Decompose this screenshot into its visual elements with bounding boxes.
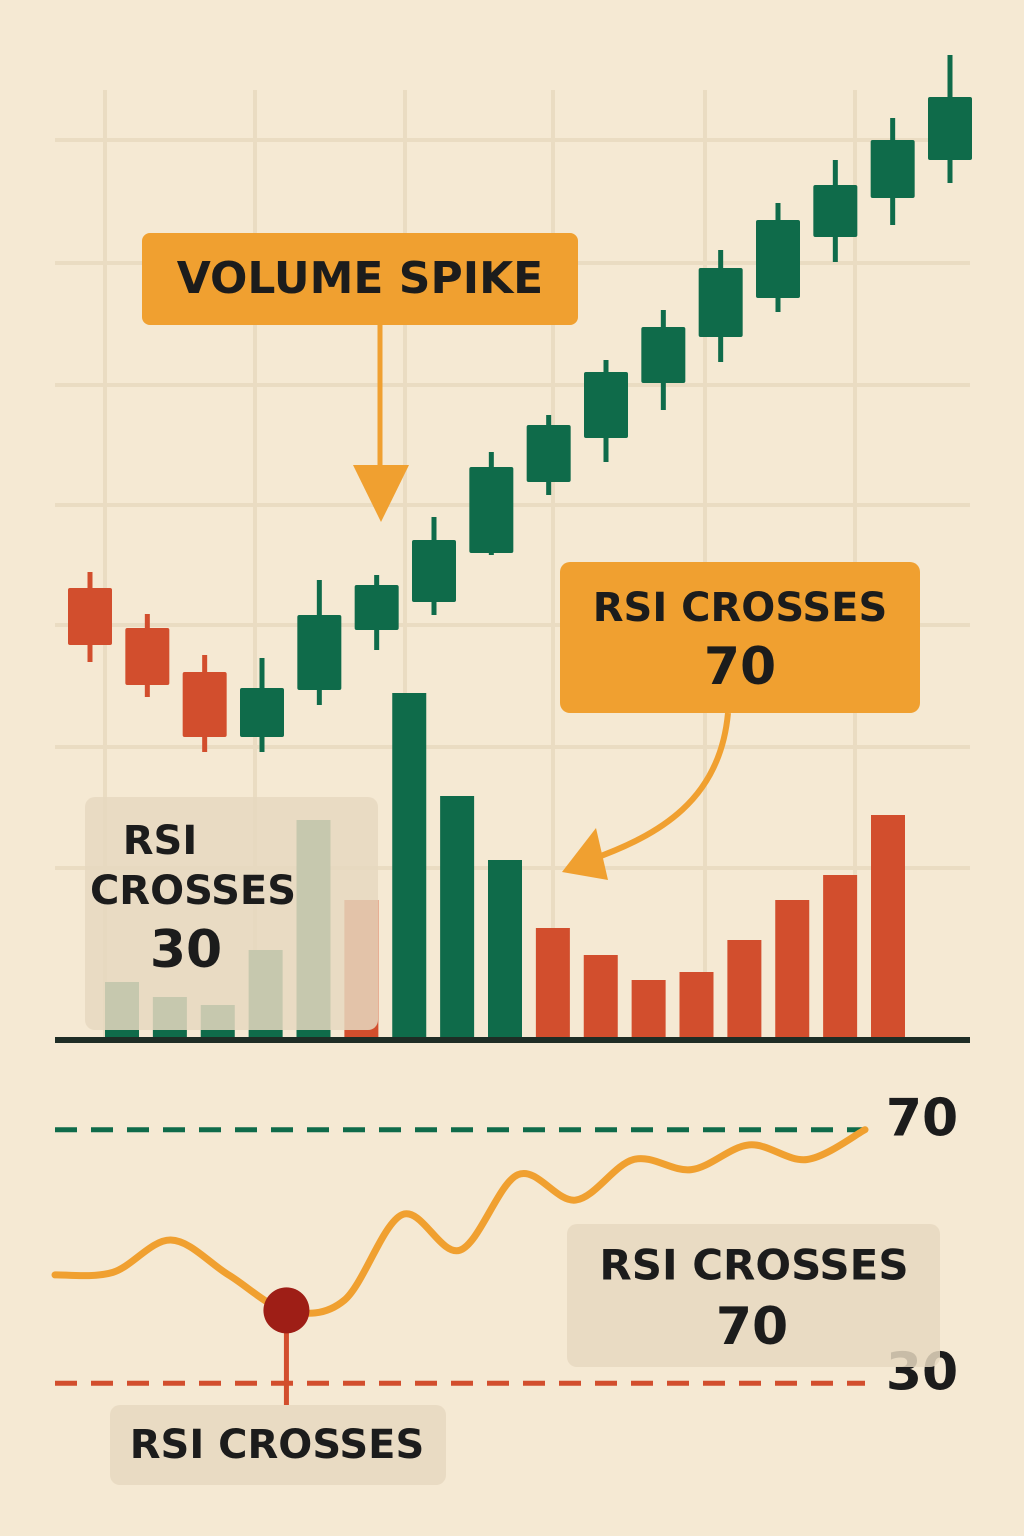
candle-body [698, 268, 743, 337]
rsi-line [51, 1126, 869, 1317]
candle-body [182, 672, 227, 737]
callout-text: RSI CROSSES [593, 585, 888, 631]
candle-body [641, 327, 686, 383]
volume-bar [871, 815, 905, 1040]
candle-body [240, 688, 284, 737]
volume-bar [727, 940, 762, 1040]
callout-text: VOLUME SPIKE [177, 253, 544, 304]
arrow [588, 712, 731, 863]
candle-body [125, 628, 170, 685]
candle-body [68, 588, 112, 645]
volume-bar [631, 980, 666, 1040]
volume-bar [583, 955, 618, 1040]
arrow-head [562, 828, 608, 880]
volume-bar [823, 875, 858, 1040]
volume-bar [775, 900, 810, 1040]
volume-bar [535, 928, 570, 1040]
level-label: 70 [886, 1089, 958, 1149]
candle-body [412, 540, 456, 602]
callout-box [110, 1405, 446, 1485]
callout-box [142, 233, 578, 325]
rsi-marker [263, 1287, 310, 1334]
callout-box [567, 1224, 940, 1367]
candle-body [928, 97, 972, 160]
callout-text: RSI [123, 818, 198, 864]
candle-body [526, 425, 571, 482]
candle-body [756, 220, 800, 298]
volume-bar [488, 860, 522, 1040]
arrow-head [353, 465, 409, 522]
callout-box [85, 797, 378, 1030]
callout-text: RSI CROSSES [599, 1241, 908, 1290]
candle-body [584, 372, 628, 438]
callout-text: RSI CROSSES [130, 1422, 425, 1468]
volume-bar [392, 693, 427, 1040]
volume-bar [440, 796, 475, 1040]
callout-text: 30 [150, 920, 222, 980]
callout-text: CROSSES [90, 868, 296, 914]
volume-bar [679, 972, 714, 1040]
callout-text: 70 [704, 637, 776, 697]
candle-body [870, 140, 915, 198]
candle-body [297, 615, 342, 690]
candle-body [354, 585, 399, 630]
candle-body [469, 467, 514, 553]
candle-body [813, 185, 858, 237]
callout-box [560, 562, 920, 713]
callout-text: 70 [716, 1297, 788, 1357]
